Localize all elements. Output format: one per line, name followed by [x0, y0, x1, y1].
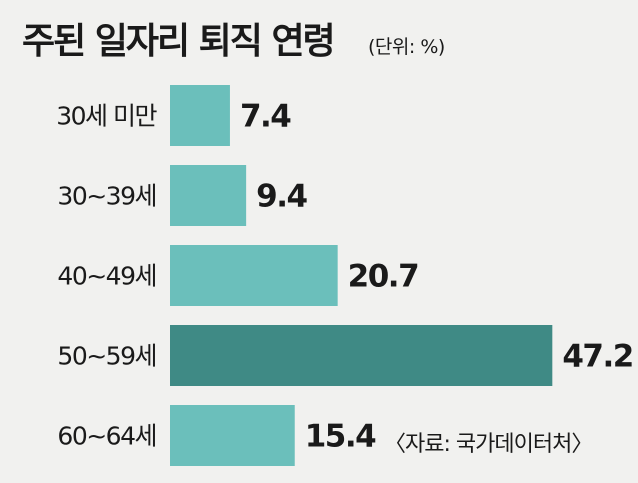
value-label: 20.7 — [348, 259, 419, 295]
category-label: 50~59세 — [57, 342, 156, 371]
unit-note: (단위: %) — [368, 36, 445, 58]
bar-3 — [170, 245, 338, 306]
category-label: 30세 미만 — [56, 102, 157, 131]
bar-1 — [170, 85, 230, 146]
bar-5 — [170, 405, 295, 466]
value-label: 7.4 — [240, 99, 291, 135]
value-labels: 7.4 9.4 20.7 47.2 15.4 — [240, 99, 634, 455]
category-label: 60~64세 — [57, 422, 156, 451]
bar-4 — [170, 325, 553, 386]
bars — [170, 85, 553, 466]
source-note: 〈자료: 국가데이터처〉 — [384, 432, 593, 457]
value-label: 47.2 — [562, 339, 633, 375]
bar-2 — [170, 165, 247, 226]
value-label: 9.4 — [256, 179, 307, 215]
category-label: 40~49세 — [57, 262, 156, 291]
category-label: 30~39세 — [57, 182, 156, 211]
category-labels: 30세 미만 30~39세 40~49세 50~59세 60~64세 — [56, 102, 159, 451]
value-label: 15.4 — [305, 419, 376, 455]
chart-title: 주된 일자리 퇴직 연령 — [22, 21, 336, 62]
